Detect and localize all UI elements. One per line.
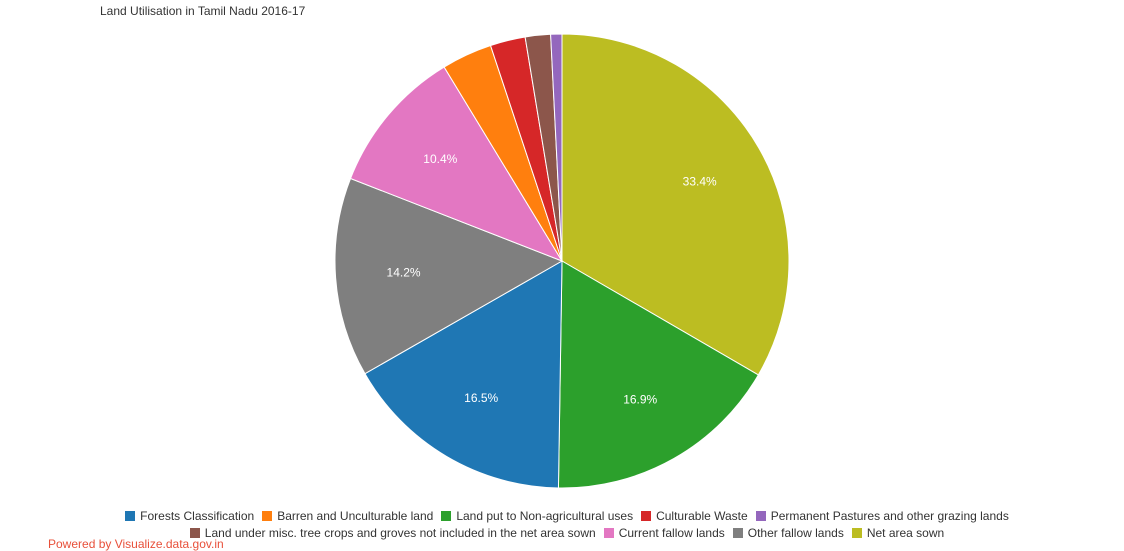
legend-label: Culturable Waste [656,508,748,523]
legend-label: Forests Classification [140,508,255,523]
legend-item[interactable]: Current fallow lands [603,525,725,540]
legend-item[interactable]: Barren and Unculturable land [262,509,433,523]
legend-swatch [641,510,652,521]
legend-swatch [851,527,862,538]
pie-slice[interactable] [550,33,563,262]
slice-value-label: 16.9% [623,392,657,406]
legend-swatch [262,510,273,521]
legend-label: Barren and Unculturable land [277,508,434,523]
legend-row: Land under misc. tree crops and groves n… [10,524,1124,541]
powered-by-link[interactable]: Powered by Visualize.data.gov.in [48,537,224,551]
slice-value-label: 16.5% [464,391,498,405]
pie-slice[interactable] [561,33,790,376]
pie-slices [334,33,790,489]
slice-value-label: 33.4% [683,175,717,189]
legend-label: Net area sown [866,525,945,540]
legend-swatch [603,527,614,538]
slice-value-label: 14.2% [387,266,421,280]
pie-slice[interactable] [557,260,760,489]
pie-chart: 33.4% 16.9% 16.5% 14.2% 10.4% [334,33,790,489]
chart-legend: Forests Classification Barren and Uncultu… [0,507,1124,541]
legend-item[interactable]: Land under misc. tree crops and groves n… [189,525,596,540]
legend-row: Forests Classification Barren and Uncultu… [10,507,1124,524]
legend-label: Other fallow lands [747,525,844,540]
pie-slice[interactable] [364,260,563,489]
legend-label: Permanent Pastures and other grazing lan… [770,508,1009,523]
legend-item[interactable]: Culturable Waste [641,509,748,523]
legend-item[interactable]: Forests Classification [125,509,254,523]
legend-item[interactable]: Other fallow lands [732,525,844,540]
legend-swatch [755,510,766,521]
chart-title: Land Utilisation in Tamil Nadu 2016-17 [100,4,306,18]
legend-item[interactable]: Land put to Non-agricultural uses [441,509,633,523]
legend-swatch [125,510,136,521]
pie-slice[interactable] [334,177,564,375]
pie-labels: 33.4% 16.9% 16.5% 14.2% 10.4% [387,152,718,406]
legend-swatch [189,527,200,538]
legend-label: Current fallow lands [618,525,725,540]
legend-swatch [732,527,743,538]
legend-item[interactable]: Net area sown [851,525,945,540]
legend-item[interactable]: Permanent Pastures and other grazing lan… [755,508,1009,523]
legend-swatch [441,510,452,521]
legend-label: Land under misc. tree crops and groves n… [204,525,596,540]
pie-slice[interactable] [349,66,564,263]
legend-label: Land put to Non-agricultural uses [456,508,634,523]
slice-value-label: 10.4% [423,152,457,166]
